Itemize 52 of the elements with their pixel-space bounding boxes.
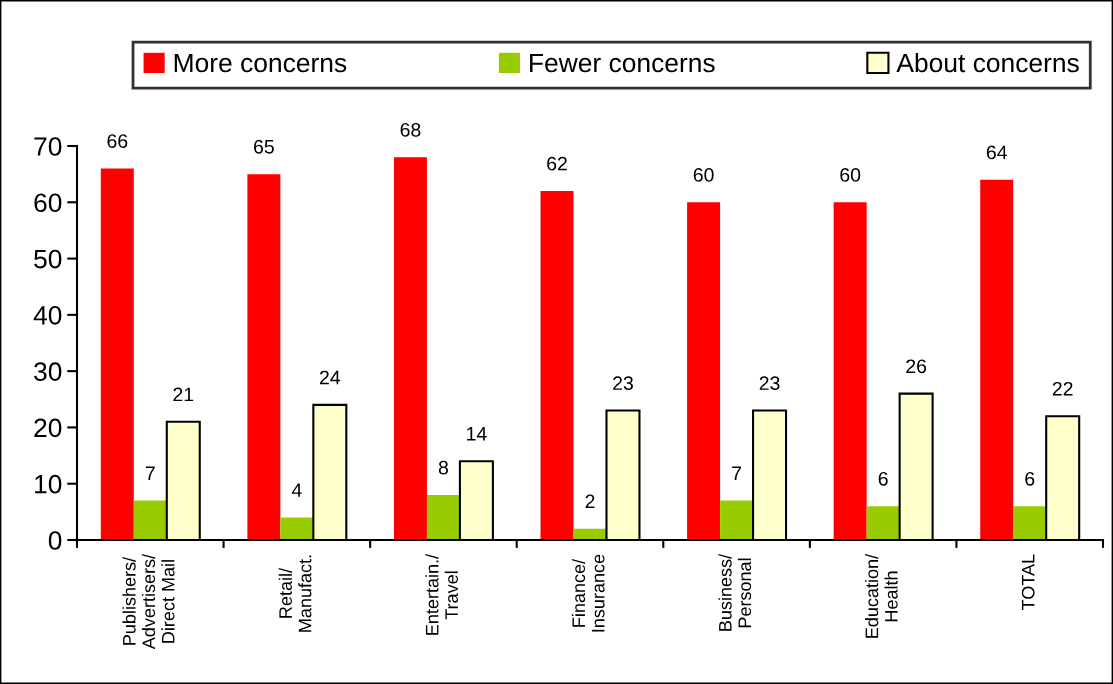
bar (833, 202, 867, 540)
y-tick-label: 30 (34, 362, 62, 381)
data-label: 23 (759, 376, 780, 391)
x-tick-label: Business/ Personal (718, 553, 752, 631)
y-tick-label: 40 (33, 305, 62, 325)
y-tick-label: 0 (48, 531, 62, 550)
data-label: 4 (291, 483, 302, 497)
bar (393, 157, 427, 540)
data-label: 8 (438, 460, 448, 475)
bar (687, 202, 721, 540)
data-label: 14 (467, 427, 487, 441)
data-label: 60 (693, 168, 714, 182)
bar (280, 517, 314, 540)
data-label: 2 (585, 494, 595, 509)
data-label: 6 (878, 471, 888, 486)
data-label: 6 (1025, 471, 1035, 486)
bar (720, 500, 754, 540)
y-tick-label: 60 (34, 193, 62, 213)
y-tick-label: 10 (35, 474, 62, 494)
data-label: 68 (400, 122, 421, 137)
data-label: 64 (986, 145, 1007, 160)
data-label: 60 (840, 168, 861, 182)
y-tick-label: 70 (34, 137, 62, 156)
data-label: 23 (613, 376, 633, 391)
data-label: 62 (547, 156, 567, 171)
bar (980, 179, 1014, 540)
data-label: 26 (906, 359, 927, 374)
data-label: 65 (254, 139, 274, 154)
bar (540, 191, 574, 540)
bar (866, 506, 900, 540)
bar (247, 174, 281, 540)
legend-label: Fewer concerns (530, 53, 715, 73)
data-label: 21 (173, 387, 194, 402)
data-label: 22 (1052, 381, 1073, 396)
x-tick-label: Entertain./ Travel (425, 553, 458, 635)
x-tick-label: Education/ Health (865, 553, 898, 638)
x-tick-label: Retail/ Manufact. (278, 555, 312, 632)
bar (133, 500, 167, 540)
data-label: 66 (107, 134, 128, 148)
x-tick-label: Publishers/ Advertisers/ Direct Mail (122, 553, 175, 650)
legend-label: More concerns (174, 53, 347, 73)
data-label: 7 (732, 466, 741, 480)
y-tick-label: 20 (34, 418, 62, 438)
bar (426, 494, 460, 540)
bar (1013, 506, 1047, 540)
data-label: 7 (145, 466, 155, 480)
x-tick-label: Finance/ Insurance (571, 554, 605, 632)
legend-label: About concerns (896, 52, 1079, 73)
data-label: 24 (320, 370, 341, 385)
bar (100, 168, 134, 540)
y-tick-label: 50 (34, 249, 62, 269)
x-tick-label: TOTAL (1021, 554, 1035, 611)
